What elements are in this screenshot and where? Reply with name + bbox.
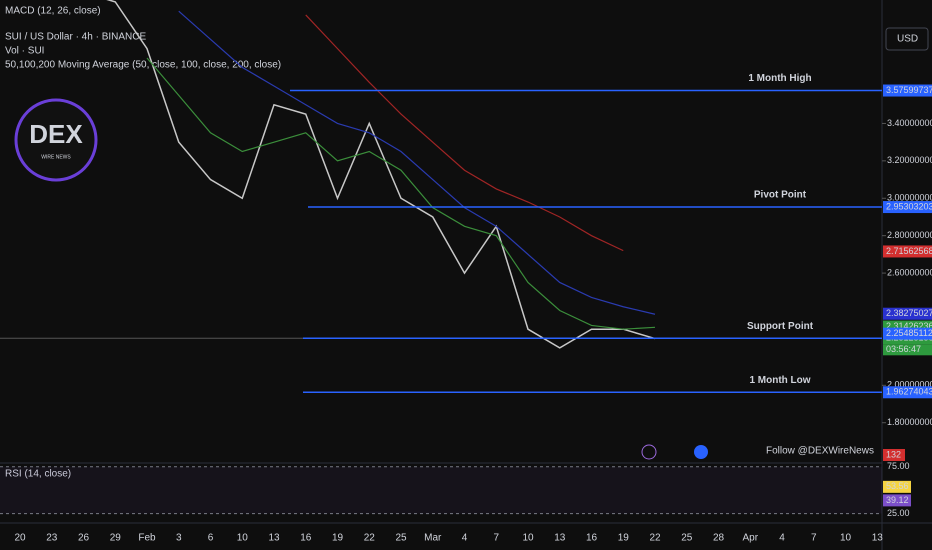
volume-label: 132 bbox=[886, 449, 901, 459]
countdown: 03:56:47 bbox=[886, 344, 921, 354]
volume-flag bbox=[883, 449, 905, 461]
x-tick-label: 10 bbox=[237, 533, 249, 544]
x-tick-label: 6 bbox=[208, 533, 214, 544]
logo-title: DEX bbox=[29, 119, 83, 149]
x-tick-label: 16 bbox=[586, 533, 598, 544]
header-line: SUI / US Dollar · 4h · BINANCE bbox=[5, 32, 146, 43]
rsi-flag bbox=[883, 494, 911, 507]
level-label: 1 Month Low bbox=[749, 375, 810, 386]
rsi-title: RSI (14, close) bbox=[5, 469, 71, 480]
x-tick-label: Mar bbox=[424, 533, 442, 544]
rsi-flag-label: 39.12 bbox=[886, 495, 909, 505]
y-tick-label: 2.60000000 bbox=[887, 267, 932, 277]
x-tick-label: 7 bbox=[811, 533, 817, 544]
price-flag bbox=[883, 201, 932, 214]
header-line: MACD (12, 26, close) bbox=[5, 6, 101, 17]
price-flag bbox=[883, 245, 932, 258]
follow-text: Follow @DEXWireNews bbox=[766, 446, 874, 457]
rsi-band bbox=[0, 466, 882, 514]
y-tick-label: 2.80000000 bbox=[887, 230, 932, 240]
price-flag bbox=[883, 307, 932, 320]
price-flag bbox=[883, 386, 932, 399]
x-tick-label: 7 bbox=[493, 533, 499, 544]
x-tick-label: 19 bbox=[618, 533, 630, 544]
price-flag-label: 3.57599737 bbox=[886, 85, 932, 95]
currency[interactable]: USD bbox=[897, 34, 918, 45]
rsi-tick-label: 25.00 bbox=[887, 508, 910, 518]
x-tick-label: 19 bbox=[332, 533, 344, 544]
x-tick-label: 28 bbox=[713, 533, 725, 544]
logo-ring bbox=[14, 98, 98, 182]
price-flag-label: 2.25485112 bbox=[886, 328, 932, 338]
y-tick-label: 2.00000000 bbox=[887, 380, 932, 390]
price-flag-label: 2.71562568 bbox=[886, 246, 932, 256]
price-line bbox=[106, 0, 656, 349]
countdown-box bbox=[883, 344, 932, 356]
level-label: 1 Month High bbox=[748, 73, 811, 84]
y-tick-label: 3.40000000 bbox=[887, 118, 932, 128]
header-line: 50,100,200 Moving Average (50, close, 10… bbox=[5, 60, 281, 71]
x-tick-label: 29 bbox=[110, 533, 122, 544]
price-flag bbox=[883, 84, 932, 97]
x-tick-label: 10 bbox=[840, 533, 852, 544]
price-line bbox=[146, 57, 656, 330]
price-line bbox=[305, 14, 624, 252]
price-flag-label: 2.95303203 bbox=[886, 201, 932, 211]
x-tick-label: 25 bbox=[395, 533, 407, 544]
x-tick-label: Apr bbox=[742, 533, 758, 544]
currency-box[interactable] bbox=[885, 27, 929, 51]
x-tick-label: 26 bbox=[78, 533, 90, 544]
x-tick-label: 20 bbox=[14, 533, 26, 544]
price-flag bbox=[883, 327, 932, 340]
y-tick-label: 1.80000000 bbox=[887, 417, 932, 427]
x-tick-label: 23 bbox=[46, 533, 58, 544]
x-tick-label: 13 bbox=[872, 533, 884, 544]
price-flag-label: 1.96274043 bbox=[886, 387, 932, 397]
price-flag-label: 2.38275027 bbox=[886, 308, 932, 318]
icon[interactable] bbox=[641, 444, 657, 460]
logo-subtitle: WIRE NEWS bbox=[41, 154, 71, 160]
price-flag-label: 2.31426236 bbox=[886, 321, 932, 331]
x-tick-label: 13 bbox=[268, 533, 280, 544]
plot bbox=[106, 0, 656, 349]
x-tick-label: 22 bbox=[364, 533, 376, 544]
x-tick-label: Feb bbox=[138, 533, 156, 544]
icon[interactable] bbox=[694, 445, 708, 459]
x-tick-label: 10 bbox=[522, 533, 534, 544]
price-line bbox=[178, 10, 656, 315]
x-tick-label: 25 bbox=[681, 533, 693, 544]
x-tick-label: 16 bbox=[300, 533, 312, 544]
rsi-flag bbox=[883, 480, 911, 493]
level-label: Pivot Point bbox=[754, 190, 807, 201]
y-tick-label: 3.00000000 bbox=[887, 193, 932, 203]
level-label: Support Point bbox=[747, 321, 814, 332]
x-tick-label: 4 bbox=[462, 533, 468, 544]
rsi-tick-label: 75.00 bbox=[887, 461, 910, 471]
x-tick-label: 13 bbox=[554, 533, 566, 544]
rsi-flag-label: 53.56 bbox=[886, 481, 909, 491]
x-tick-label: 22 bbox=[649, 533, 661, 544]
header-line: Vol · SUI bbox=[5, 46, 44, 57]
y-tick-label: 3.20000000 bbox=[887, 155, 932, 165]
x-tick-label: 3 bbox=[176, 533, 182, 544]
x-tick-label: 4 bbox=[779, 533, 785, 544]
